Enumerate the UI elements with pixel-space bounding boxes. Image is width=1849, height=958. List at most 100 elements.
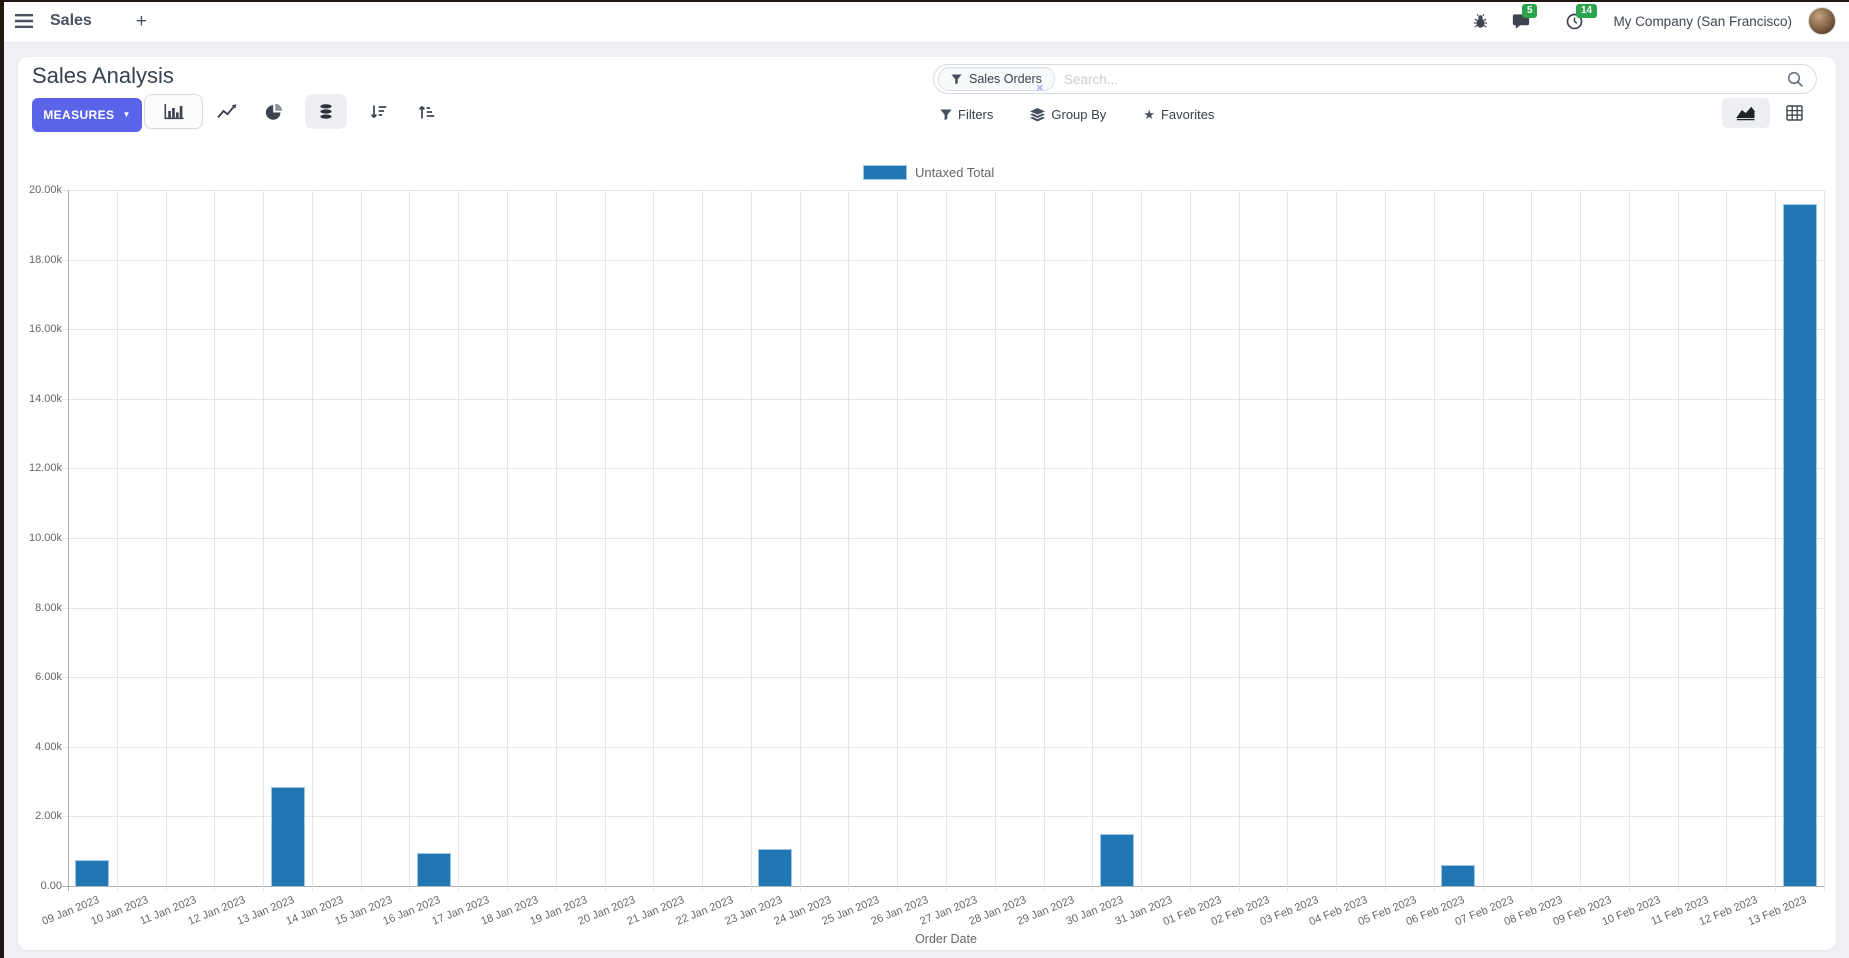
bar-13-jan-2023[interactable] [270,786,305,886]
group-by-button[interactable]: Group By [1030,107,1106,122]
v-gridline [1287,190,1289,891]
app-name-sales[interactable]: Sales [50,12,92,29]
v-gridline [165,190,167,891]
h-gridline [62,398,1824,400]
bar-16-jan-2023[interactable] [416,852,451,886]
measures-label: MEASURES [43,108,115,122]
stacked-database-icon [319,103,333,120]
v-gridline [507,190,508,891]
v-gridline [360,190,362,891]
filters-button[interactable]: Filters [940,107,993,122]
legend-label: Untaxed Total [915,165,995,180]
search-input[interactable]: Sales Orders Search... [933,64,1817,94]
sort-ascending-button[interactable] [406,94,446,129]
search-facet-sales-orders[interactable]: Sales Orders [938,67,1055,91]
view-switcher [1722,98,1818,128]
graph-view-button[interactable] [1722,98,1770,128]
v-gridline [1385,190,1386,891]
v-gridline [1677,190,1679,891]
star-icon: ★ [1143,107,1155,122]
area-chart-icon [1736,106,1756,121]
sort-ascending-icon [418,105,434,118]
h-gridline [62,607,1824,609]
h-gridline [62,538,1824,539]
v-gridline [1433,190,1435,891]
h-gridline [62,259,1824,261]
line-chart-button[interactable] [207,94,247,129]
user-avatar[interactable] [1808,7,1836,35]
v-gridline [1628,190,1630,891]
bar-chart-icon [164,103,183,119]
h-gridline [62,816,1824,818]
v-gridline [799,190,801,891]
pie-chart-icon [265,103,283,120]
chevron-down-icon: ▼ [122,110,131,119]
v-gridline [994,190,996,891]
h-gridline [62,677,1824,679]
v-gridline [1092,190,1094,891]
v-gridline [1189,190,1191,891]
v-gridline [750,190,752,891]
company-switcher[interactable]: My Company (San Francisco) [1613,13,1792,29]
debug-bug-icon[interactable] [1473,13,1488,29]
messages-icon[interactable]: 5 [1512,3,1537,30]
v-gridline [1775,190,1777,891]
y-tick-label: 16.00k [28,323,62,336]
sales-analysis-panel: Sales Analysis MEASURES ▼ [18,57,1836,950]
facet-remove-icon[interactable]: × [1036,80,1044,95]
control-panel-filters-row: Filters Group By ★ Favorites [940,107,1214,122]
bar-chart-view-button[interactable] [144,94,203,129]
messages-count-badge: 5 [1522,3,1537,18]
sort-descending-button[interactable] [358,94,398,129]
page-title: Sales Analysis [32,63,174,88]
bar-13-feb-2023[interactable] [1782,203,1817,886]
sort-descending-icon [370,105,386,118]
new-record-plus-icon[interactable]: + [135,10,147,32]
search-magnifier-icon[interactable] [1787,71,1804,88]
v-gridline [458,190,460,891]
filters-label: Filters [958,107,994,122]
v-gridline [1726,190,1728,891]
layers-icon [1030,107,1046,121]
pie-chart-button[interactable] [254,94,294,129]
y-tick-label: 0.00 [40,880,62,892]
x-axis-line [62,886,1824,887]
pivot-view-button[interactable] [1770,98,1818,128]
bar-23-jan-2023[interactable] [758,849,793,886]
v-gridline [409,190,411,891]
legend-color-swatch [863,165,907,180]
v-gridline [946,190,947,891]
hamburger-icon [15,14,33,28]
bar-30-jan-2023[interactable] [1099,833,1134,886]
v-gridline [897,190,899,891]
line-chart-icon [217,104,237,119]
h-gridline [62,329,1824,331]
window-edge [0,0,4,958]
y-tick-label: 2.00k [35,810,62,823]
facet-label: Sales Orders [969,72,1042,86]
v-gridline [1482,190,1484,891]
filter-funnel-icon [940,109,952,120]
v-gridline [555,190,557,891]
top-navbar: Sales + 5 14 My Company (San Francisco) [0,0,1849,43]
legend-untaxed-total[interactable]: Untaxed Total [863,165,994,180]
y-tick-label: 12.00k [28,462,62,475]
y-tick-label: 6.00k [35,671,62,684]
y-tick-label: 10.00k [28,532,62,544]
navbar-right: 5 14 My Company (San Francisco) [1473,3,1836,35]
y-axis-line [68,190,69,891]
bar-09-jan-2023[interactable] [75,859,110,886]
v-gridline [1043,190,1045,891]
y-tick-label: 20.00k [28,184,62,196]
search-placeholder[interactable]: Search... [1063,71,1118,87]
v-gridline [1238,190,1240,891]
measures-button[interactable]: MEASURES ▼ [32,98,142,132]
stacked-toggle-button[interactable] [305,94,347,129]
activities-clock-icon[interactable]: 14 [1566,3,1597,30]
favorites-button[interactable]: ★ Favorites [1143,107,1214,122]
bar-06-feb-2023[interactable] [1441,864,1476,886]
v-gridline [311,190,313,891]
y-tick-label: 8.00k [35,601,62,614]
y-tick-label: 4.00k [35,740,62,753]
apps-menu-icon[interactable] [13,10,35,32]
